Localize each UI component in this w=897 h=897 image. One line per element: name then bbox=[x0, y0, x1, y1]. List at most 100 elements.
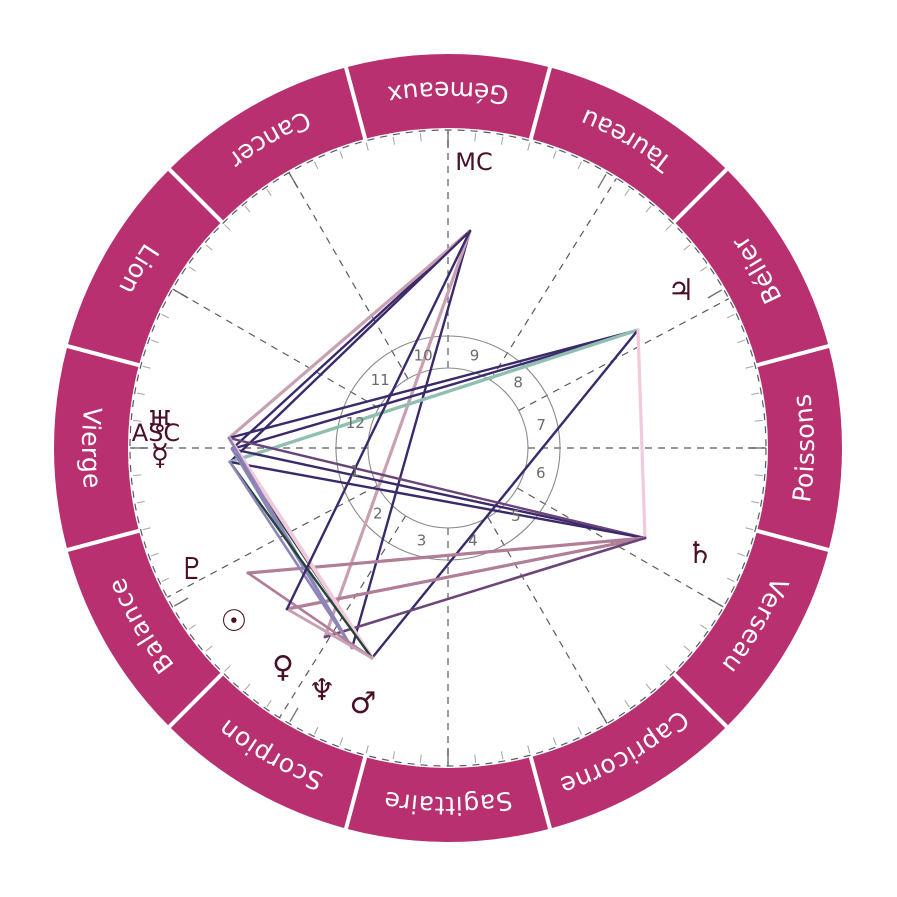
house-number-10: 10 bbox=[414, 346, 433, 364]
degree-tick bbox=[224, 665, 231, 672]
degree-tick bbox=[173, 597, 189, 607]
degree-tick bbox=[500, 751, 504, 760]
planet-glyph-mercure[interactable]: ☿Mercure bbox=[151, 438, 169, 473]
degree-tick bbox=[745, 365, 754, 369]
aspect-line bbox=[285, 536, 647, 611]
degree-tick bbox=[133, 419, 142, 422]
degree-tick bbox=[313, 726, 319, 735]
degree-tick bbox=[161, 313, 170, 319]
axis-labels: MC ASC bbox=[132, 148, 493, 447]
planet-glyph-pluton[interactable]: ♇Pluton bbox=[179, 552, 206, 587]
degree-tick bbox=[313, 161, 319, 170]
degree-tick bbox=[392, 751, 396, 760]
degree-tick bbox=[726, 313, 735, 319]
house-number-11: 11 bbox=[371, 371, 390, 389]
zodiac-segment-taureau[interactable] bbox=[530, 67, 727, 222]
aspect-line bbox=[350, 229, 472, 650]
house-number-8: 8 bbox=[513, 374, 523, 392]
degree-tick bbox=[474, 133, 477, 142]
zodiac-divider bbox=[167, 167, 224, 224]
zodiac-segment-scorpion[interactable] bbox=[169, 674, 366, 829]
degree-tick bbox=[419, 133, 422, 142]
degree-tick bbox=[365, 142, 369, 151]
degree-tick bbox=[577, 161, 583, 170]
degree-tick bbox=[527, 745, 531, 754]
degree-tick bbox=[645, 683, 652, 691]
house-ring-outer-circle bbox=[335, 335, 561, 561]
degree-tick bbox=[527, 142, 531, 151]
planet-glyph-soleil[interactable]: ☉Soleil bbox=[221, 604, 248, 639]
degree-tick bbox=[700, 266, 708, 272]
degree-tick bbox=[665, 665, 672, 672]
zodiac-divider bbox=[343, 65, 368, 141]
zodiac-segment-bélier[interactable] bbox=[674, 169, 829, 366]
aspect-line bbox=[285, 229, 472, 611]
zodiac-divider bbox=[343, 755, 368, 831]
zodiac-divider bbox=[167, 672, 224, 729]
zodiac-band bbox=[54, 54, 842, 842]
degree-tick bbox=[419, 754, 422, 763]
house-cusp-line-11 bbox=[288, 172, 409, 380]
degree-tick bbox=[136, 392, 145, 396]
degree-tick bbox=[392, 136, 396, 145]
zodiac-segment-balance[interactable] bbox=[67, 530, 222, 727]
degree-tick bbox=[205, 244, 213, 251]
zodiac-segment-poissons[interactable] bbox=[757, 346, 842, 550]
degree-tick bbox=[224, 224, 231, 231]
house-number-4: 4 bbox=[468, 532, 478, 550]
zodiac-divider bbox=[755, 343, 831, 368]
zodiac-segment-lion[interactable] bbox=[67, 169, 222, 366]
planet-glyph-jupiter[interactable]: ♃Jupiter bbox=[668, 273, 695, 308]
house-ring-circles bbox=[335, 335, 561, 561]
degree-tick bbox=[244, 205, 251, 213]
zodiac-segment-cancer[interactable] bbox=[169, 67, 366, 222]
degree-tick bbox=[683, 244, 691, 251]
degree-tick bbox=[577, 726, 583, 735]
aspect-line bbox=[228, 460, 647, 540]
aspect-line bbox=[230, 229, 472, 451]
zodiac-segment-gémeaux[interactable] bbox=[346, 54, 550, 139]
degree-tick bbox=[552, 737, 557, 746]
planet-glyph-mars[interactable]: ♂Mars bbox=[350, 686, 377, 721]
zodiac-label-poissons: Poissons bbox=[787, 392, 820, 504]
zodiac-segment-sagittaire[interactable] bbox=[346, 757, 550, 842]
house-cusp-line-6 bbox=[516, 487, 724, 608]
house-number-5: 5 bbox=[511, 507, 521, 525]
planet-glyph-saturne[interactable]: ♄Saturne bbox=[687, 536, 714, 571]
planet-glyph-uranus[interactable]: ♅Uranus bbox=[147, 405, 174, 440]
degree-tick bbox=[136, 500, 145, 504]
aspect-line bbox=[228, 460, 374, 660]
degree-tick bbox=[339, 150, 344, 159]
degree-tick bbox=[474, 754, 477, 763]
aspect-line bbox=[323, 229, 472, 639]
zodiac-divider bbox=[528, 65, 553, 141]
degree-tick bbox=[266, 700, 272, 708]
house-number-9: 9 bbox=[470, 347, 480, 365]
aspect-line bbox=[230, 447, 647, 540]
degree-tick bbox=[751, 500, 760, 504]
zodiac-segment-verseau[interactable] bbox=[674, 530, 829, 727]
zodiac-label-sagittaire: Sagittaire bbox=[382, 785, 515, 820]
aspect-line bbox=[228, 460, 354, 650]
house-cusp-line-12 bbox=[172, 288, 380, 409]
zodiac-divider bbox=[755, 528, 831, 553]
aspect-line bbox=[227, 436, 354, 650]
house-cusp-line-9 bbox=[489, 178, 618, 381]
aspect-line bbox=[285, 607, 374, 660]
zodiac-segment-capricorne[interactable] bbox=[530, 674, 727, 829]
degree-tick bbox=[365, 745, 369, 754]
aspect-line bbox=[227, 229, 472, 440]
planet-glyph-neptune[interactable]: ♆Neptune bbox=[309, 673, 336, 708]
degree-tick bbox=[683, 645, 691, 652]
degree-tick bbox=[624, 188, 630, 196]
degree-tick bbox=[624, 700, 630, 708]
house-number-3: 3 bbox=[417, 531, 427, 549]
degree-tick bbox=[726, 577, 735, 583]
degree-tick bbox=[745, 527, 754, 531]
aspect-line bbox=[227, 328, 640, 440]
planet-glyph-venus[interactable]: ♀Vénus bbox=[272, 650, 294, 685]
zodiac-segment-vierge[interactable] bbox=[54, 346, 139, 550]
